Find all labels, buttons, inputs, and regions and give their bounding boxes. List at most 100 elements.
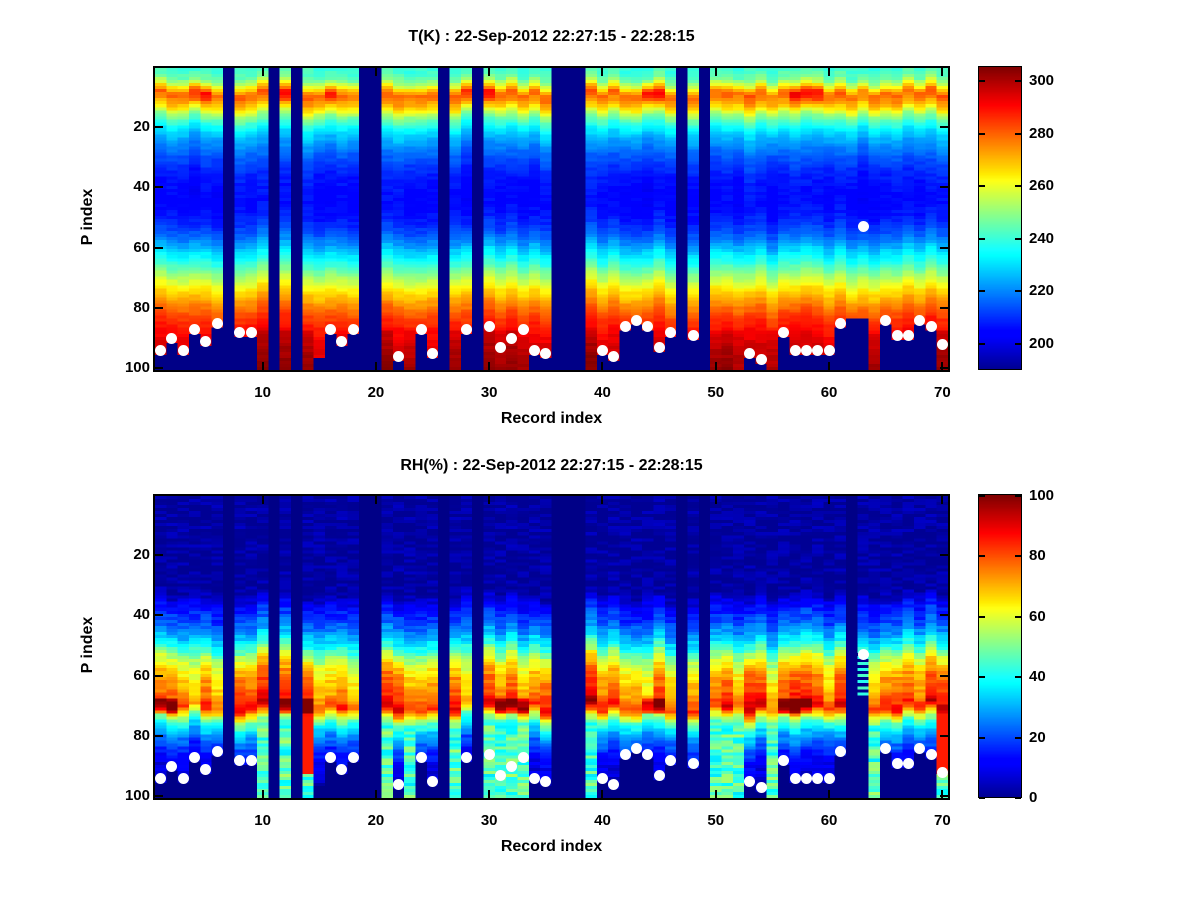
surface-level-dot [483, 320, 495, 332]
x-tick-label: 20 [367, 384, 385, 401]
colorbar-tick [979, 132, 985, 135]
surface-level-dot [789, 344, 801, 356]
humidity-heatmap-canvas [155, 496, 948, 798]
surface-level-dot [925, 748, 937, 760]
y-tick [940, 735, 948, 738]
colorbar-tick [1015, 342, 1021, 345]
y-tick-label: 40 [133, 178, 150, 196]
humidity-plot-box [153, 494, 950, 800]
surface-level-dot [415, 323, 427, 335]
surface-level-dot [812, 772, 824, 784]
y-tick-label: 100 [124, 787, 150, 805]
surface-level-dot [506, 332, 518, 344]
y-tick [155, 674, 163, 677]
y-tick-label: 60 [133, 666, 150, 684]
surface-level-dot [325, 323, 337, 335]
y-tick [940, 367, 948, 370]
surface-level-dot [778, 326, 790, 338]
y-tick [155, 614, 163, 617]
temperature-xaxis-label: Record index [500, 410, 603, 427]
x-tick [374, 790, 377, 798]
x-tick [714, 790, 717, 798]
x-tick-label: 60 [820, 812, 838, 829]
x-tick [261, 362, 264, 370]
surface-level-dot [461, 751, 473, 763]
colorbar-tick [1015, 797, 1021, 799]
surface-level-dot [200, 335, 212, 347]
x-tick-label: 50 [707, 384, 725, 401]
x-tick [488, 362, 491, 370]
surface-level-dot [902, 757, 914, 769]
surface-level-dot [211, 317, 223, 329]
y-tick [155, 307, 163, 310]
surface-level-dot [789, 772, 801, 784]
x-tick [601, 362, 604, 370]
y-tick-label: 20 [133, 545, 150, 563]
surface-level-dot [755, 353, 767, 365]
x-tick-label: 50 [707, 812, 725, 829]
colorbar-tick [979, 615, 985, 618]
colorbar-tick [1015, 132, 1021, 135]
temperature-title: T(K) : 22-Sep-2012 22:27:15 - 22:28:15 [408, 28, 695, 45]
x-tick [601, 496, 604, 504]
surface-level-dot [336, 763, 348, 775]
x-tick [374, 362, 377, 370]
x-tick [261, 790, 264, 798]
colorbar-tick [979, 290, 985, 293]
surface-level-dot [461, 323, 473, 335]
surface-level-dot [189, 751, 201, 763]
x-tick-label: 40 [594, 384, 611, 401]
x-tick [941, 790, 944, 798]
colorbar-tick [1015, 185, 1021, 188]
surface-level-dot [189, 323, 201, 335]
x-tick [828, 496, 831, 504]
x-tick [601, 68, 604, 76]
y-tick [155, 553, 163, 556]
y-tick [940, 614, 948, 617]
surface-level-dot [234, 326, 246, 338]
surface-level-dot [914, 742, 926, 754]
x-tick [488, 68, 491, 76]
surface-level-dot [630, 742, 642, 754]
colorbar-tick-label: 100 [1029, 487, 1055, 504]
surface-level-dot [823, 772, 835, 784]
x-tick-label: 30 [480, 384, 498, 401]
surface-level-dot [347, 323, 359, 335]
y-tick-label: 80 [133, 727, 150, 745]
humidity-colorbar-canvas [979, 495, 1021, 797]
colorbar-tick-label: 220 [1029, 282, 1055, 300]
surface-level-dot [483, 748, 495, 760]
surface-level-dot [823, 344, 835, 356]
y-tick-label: 80 [133, 299, 150, 317]
x-tick-label: 70 [933, 812, 951, 829]
y-tick [155, 735, 163, 738]
x-tick [714, 496, 717, 504]
colorbar-tick-label: 260 [1029, 177, 1055, 195]
colorbar-tick [979, 797, 985, 799]
surface-level-dot [800, 344, 812, 356]
surface-level-dot [234, 754, 246, 766]
colorbar-tick-label: 300 [1029, 72, 1055, 90]
surface-level-dot [529, 772, 540, 784]
y-tick [940, 125, 948, 128]
surface-level-dot [902, 329, 914, 341]
surface-level-dot [393, 350, 405, 362]
colorbar-tick-label: 40 [1029, 668, 1046, 686]
colorbar-tick [979, 736, 985, 739]
y-tick [155, 246, 163, 249]
surface-level-dot [664, 754, 676, 766]
x-tick [714, 362, 717, 370]
temperature-yaxis-label: P index [79, 188, 96, 246]
colorbar-tick-label: 20 [1029, 728, 1046, 746]
surface-level-dot [642, 320, 654, 332]
colorbar-tick [979, 80, 985, 83]
colorbar-tick [1015, 237, 1021, 240]
colorbar-tick [979, 237, 985, 240]
x-tick-label: 70 [933, 384, 951, 401]
surface-level-dot [880, 314, 892, 326]
surface-level-dot [653, 341, 665, 353]
x-tick-label: 10 [254, 812, 271, 829]
y-tick [155, 795, 163, 798]
surface-level-dot [619, 748, 631, 760]
